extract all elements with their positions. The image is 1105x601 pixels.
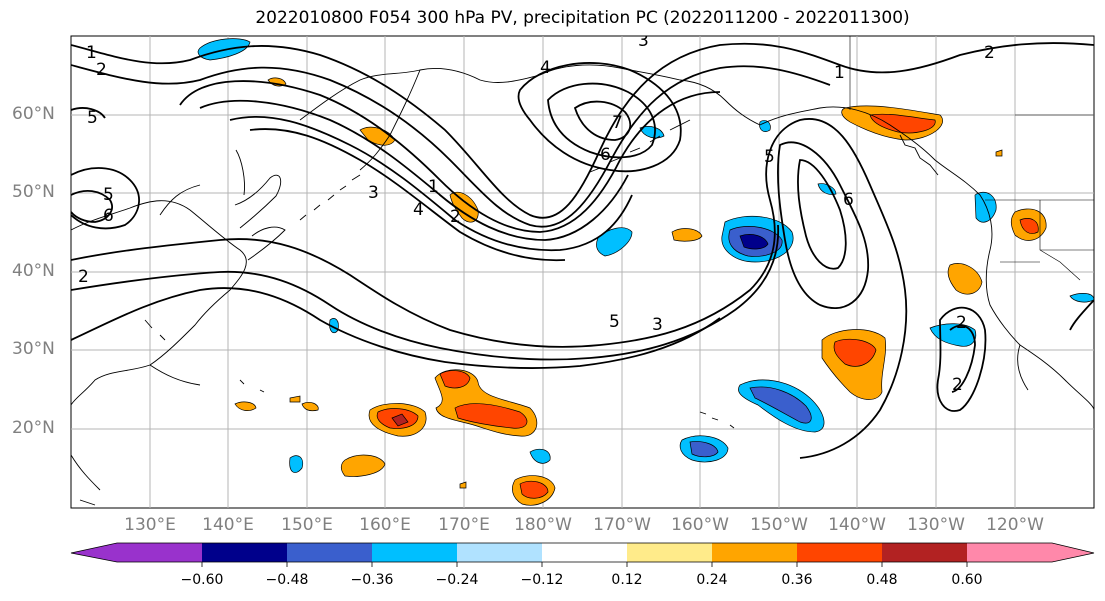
contour-label-4a: 4 bbox=[413, 200, 424, 220]
lat-label-30n: 30°N bbox=[12, 339, 55, 359]
lon-label-160w: 160°W bbox=[671, 515, 729, 535]
lon-label-140w: 140°W bbox=[828, 515, 886, 535]
contour-label-6b: 6 bbox=[600, 145, 611, 165]
lon-label-180w: 180°W bbox=[514, 515, 572, 535]
lon-label-120w: 120°W bbox=[986, 515, 1044, 535]
borders bbox=[849, 36, 1094, 281]
lon-label-170w: 170°W bbox=[593, 515, 651, 535]
lon-label-170e: 170°E bbox=[438, 515, 490, 535]
contour-label-2f: 2 bbox=[952, 375, 963, 395]
lon-label-130w: 130°W bbox=[907, 515, 965, 535]
contour-label-3b: 3 bbox=[638, 31, 649, 51]
colorbar-tick-label: 0.24 bbox=[696, 572, 728, 588]
contour-label-1b: 1 bbox=[428, 177, 439, 197]
contour-label-4b: 4 bbox=[540, 58, 551, 78]
contour-label-3c: 3 bbox=[652, 315, 663, 335]
contour-label-1c: 1 bbox=[834, 63, 845, 83]
colorbar-tick-label: 0.36 bbox=[781, 572, 813, 588]
contour-label-3a: 3 bbox=[368, 183, 379, 203]
colorbar-tick-label: −0.24 bbox=[435, 572, 479, 588]
colorbar-extend-min bbox=[71, 543, 117, 562]
contour-label-7a: 7 bbox=[612, 113, 623, 133]
contour-label-2c: 2 bbox=[450, 207, 461, 227]
colorbar-tick-label: −0.60 bbox=[180, 572, 224, 588]
contour-label-5b: 5 bbox=[103, 185, 114, 205]
contour-label-2d: 2 bbox=[984, 43, 995, 63]
contour-label-group: 1 2 5 5 6 2 3 1 4 2 3 4 7 6 1 2 5 6 5 3 … bbox=[78, 31, 995, 395]
lat-label-60n: 60°N bbox=[12, 104, 55, 124]
lon-label-130e: 130°E bbox=[124, 515, 176, 535]
contour-label-5a: 5 bbox=[87, 108, 98, 128]
lon-label-150e: 150°E bbox=[281, 515, 333, 535]
contour-label-1a: 1 bbox=[86, 43, 97, 63]
lat-label-50n: 50°N bbox=[12, 182, 55, 202]
lat-label-40n: 40°N bbox=[12, 261, 55, 281]
colorbar-tick-label: 0.48 bbox=[866, 572, 898, 588]
lon-label-160e: 160°E bbox=[359, 515, 411, 535]
colorbar bbox=[70, 542, 1095, 567]
contour-label-6a: 6 bbox=[103, 206, 114, 226]
lon-label-150w: 150°W bbox=[750, 515, 808, 535]
colorbar-tick-label: 0.12 bbox=[611, 572, 643, 588]
contour-label-5d: 5 bbox=[609, 312, 620, 332]
contour-label-6c: 6 bbox=[843, 190, 854, 210]
colorbar-tick-label: 0.60 bbox=[951, 572, 983, 588]
colorbar-extend-max bbox=[1052, 543, 1094, 562]
colorbar-tick-label: −0.48 bbox=[265, 572, 309, 588]
map-title: 2022010800 F054 300 hPa PV, precipitatio… bbox=[255, 8, 910, 28]
lat-label-20n: 20°N bbox=[12, 418, 55, 438]
contour-label-2a: 2 bbox=[96, 60, 107, 80]
colorbar-tick-label: −0.36 bbox=[350, 572, 394, 588]
contour-label-5c: 5 bbox=[764, 147, 775, 167]
contour-label-2e: 2 bbox=[956, 313, 967, 333]
colorbar-tick-label: −0.12 bbox=[520, 572, 564, 588]
contour-label-2b: 2 bbox=[78, 267, 89, 287]
pv-contours bbox=[71, 42, 1094, 459]
lon-label-140e: 140°E bbox=[202, 515, 254, 535]
